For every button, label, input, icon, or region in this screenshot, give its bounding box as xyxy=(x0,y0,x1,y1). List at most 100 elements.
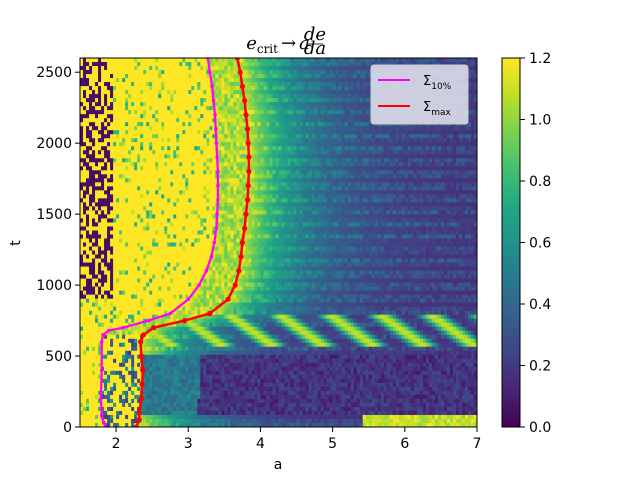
heatmap-cell xyxy=(452,154,457,159)
heatmap-cell xyxy=(161,198,165,203)
heatmap-cell xyxy=(416,138,421,143)
heatmap-cell xyxy=(134,126,138,131)
heatmap-cell xyxy=(341,66,346,71)
heatmap-cell xyxy=(302,190,306,195)
heatmap-cell xyxy=(155,198,159,203)
heatmap-cell xyxy=(194,170,198,175)
heatmap-cell xyxy=(257,138,261,143)
heatmap-cell xyxy=(146,70,150,75)
heatmap-cell xyxy=(83,138,87,143)
heatmap-cell xyxy=(110,94,114,99)
heatmap-cell xyxy=(215,66,219,71)
heatmap-cell xyxy=(125,114,129,119)
heatmap-cell xyxy=(461,130,466,135)
heatmap-cell xyxy=(248,62,252,67)
heatmap-cell xyxy=(200,146,204,151)
heatmap-cell xyxy=(440,126,445,131)
heatmap-cell xyxy=(134,186,138,191)
heatmap-cell xyxy=(293,182,297,187)
heatmap-cell xyxy=(338,86,343,91)
heatmap-cell xyxy=(368,106,373,111)
heatmap-cell xyxy=(230,122,234,127)
heatmap-cell xyxy=(146,134,150,139)
heatmap-cell xyxy=(227,198,231,203)
heatmap-cell xyxy=(377,190,382,195)
heatmap-cell xyxy=(164,58,168,63)
heatmap-cell xyxy=(407,186,412,191)
heatmap-cell xyxy=(89,70,93,75)
heatmap-cell xyxy=(335,198,340,203)
heatmap-cell xyxy=(113,130,117,135)
heatmap-cell xyxy=(344,62,349,67)
heatmap-cell xyxy=(149,198,153,203)
heatmap-cell xyxy=(428,202,433,207)
heatmap-cell xyxy=(143,130,147,135)
heatmap-cell xyxy=(242,138,246,143)
heatmap-cell xyxy=(197,198,201,203)
heatmap-cell xyxy=(443,126,448,131)
heatmap-cell xyxy=(221,146,225,151)
heatmap-cell xyxy=(212,62,216,67)
heatmap-cell xyxy=(308,122,312,127)
heatmap-cell xyxy=(152,82,156,87)
heatmap-cell xyxy=(269,62,273,67)
heatmap-cell xyxy=(278,194,282,199)
heatmap-cell xyxy=(161,182,165,187)
heatmap-cell xyxy=(155,102,159,107)
heatmap-cell xyxy=(170,206,174,211)
heatmap-cell xyxy=(206,102,210,107)
heatmap-cell xyxy=(239,158,243,163)
heatmap-cell xyxy=(134,198,138,203)
heatmap-cell xyxy=(251,190,255,195)
heatmap-cell xyxy=(89,74,93,79)
heatmap-cell xyxy=(350,70,355,75)
heatmap-cell xyxy=(377,182,382,187)
heatmap-cell xyxy=(215,82,219,87)
heatmap-cell xyxy=(89,82,93,87)
heatmap-cell xyxy=(98,182,102,187)
heatmap-cell xyxy=(104,82,108,87)
heatmap-cell xyxy=(410,146,415,151)
heatmap-cell xyxy=(233,158,237,163)
heatmap-cell xyxy=(164,126,168,131)
heatmap-cell xyxy=(263,118,267,123)
heatmap-cell xyxy=(290,198,294,203)
heatmap-cell xyxy=(326,134,331,139)
heatmap-cell xyxy=(329,106,334,111)
heatmap-cell xyxy=(119,90,123,95)
heatmap-cell xyxy=(269,66,273,71)
heatmap-cell xyxy=(176,178,180,183)
heatmap-cell xyxy=(470,118,475,123)
heatmap-cell xyxy=(125,86,129,91)
heatmap-cell xyxy=(236,190,240,195)
heatmap-cell xyxy=(110,82,114,87)
heatmap-cell xyxy=(176,162,180,167)
heatmap-cell xyxy=(320,154,325,159)
heatmap-cell xyxy=(332,158,337,163)
heatmap-cell xyxy=(443,154,448,159)
heatmap-cell xyxy=(401,198,406,203)
heatmap-cell xyxy=(122,170,126,175)
heatmap-cell xyxy=(326,90,331,95)
heatmap-cell xyxy=(92,162,96,167)
heatmap-cell xyxy=(188,78,192,83)
heatmap-cell xyxy=(149,146,153,151)
heatmap-cell xyxy=(317,154,322,159)
heatmap-cell xyxy=(176,74,180,79)
heatmap-cell xyxy=(344,122,349,127)
heatmap-cell xyxy=(335,166,340,171)
heatmap-cell xyxy=(143,102,147,107)
heatmap-cell xyxy=(116,98,120,103)
heatmap-cell xyxy=(311,58,315,63)
heatmap-cell xyxy=(266,66,270,71)
heatmap-cell xyxy=(353,178,358,183)
heatmap-cell xyxy=(134,82,138,87)
heatmap-cell xyxy=(239,94,243,99)
heatmap-cell xyxy=(92,94,96,99)
heatmap-cell xyxy=(287,134,291,139)
heatmap-cell xyxy=(350,194,355,199)
heatmap-cell xyxy=(374,206,379,211)
heatmap-cell xyxy=(398,186,403,191)
heatmap-cell xyxy=(359,198,364,203)
heatmap-cell xyxy=(473,150,477,155)
